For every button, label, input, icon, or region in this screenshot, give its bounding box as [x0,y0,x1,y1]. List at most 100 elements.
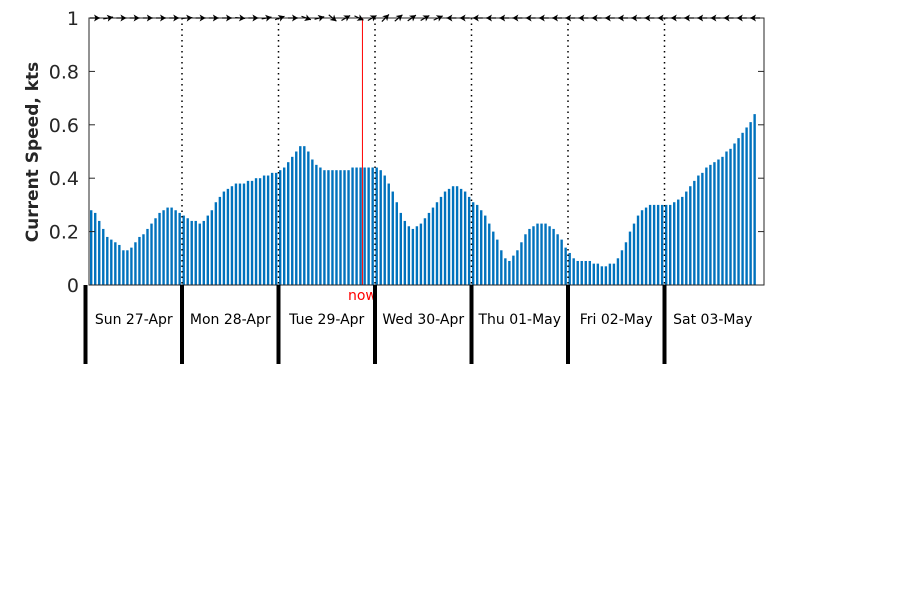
bar [544,223,547,285]
bar [476,204,479,285]
direction-arrow [446,14,457,22]
day-label: Sat 03-May [673,312,752,328]
bar [242,183,246,285]
direction-arrow [525,14,536,22]
bar [158,212,161,285]
bar [669,204,672,285]
bar [218,196,222,285]
bar [435,202,439,285]
bar [660,204,664,285]
bar [564,247,567,285]
bar [689,186,692,285]
direction-arrow [604,14,615,22]
bar [246,180,250,285]
direction-arrow [618,14,628,22]
bar [423,218,427,285]
bar [484,215,487,285]
bar-series [90,114,756,286]
day-label: Sun 27-Apr [95,312,173,328]
bar [283,167,286,285]
direction-arrow [723,14,734,22]
bar [250,180,254,285]
bar [295,151,298,285]
y-tick-label: 0 [67,275,79,297]
bar [395,202,398,285]
direction-arrow [631,14,642,22]
bar [753,114,756,286]
x-axis: Sun 27-Apr Mon 28-Apr Tue 29-Apr Wed 30-Apr… [83,285,752,364]
direction-arrow [235,14,246,22]
bar [548,226,551,285]
bar [391,191,394,285]
bar [427,212,431,285]
bar [636,215,640,285]
bar [126,250,129,285]
y-tick-label: 1 [67,8,79,30]
bar [624,242,628,285]
bar [652,204,656,285]
direction-arrow [684,14,694,22]
bar [403,220,407,285]
bar [274,172,278,285]
bar [254,178,258,285]
bar [701,172,704,285]
bar [170,207,173,285]
direction-arrow [156,14,166,22]
direction-arrow [129,14,140,22]
bar [379,170,382,285]
direction-arrow [750,14,760,22]
bar [186,218,189,285]
bar [270,172,274,285]
bar [138,236,141,285]
direction-arrow [657,14,668,22]
bar [632,223,636,285]
bar [648,204,652,285]
day-label: Mon 28-Apr [190,312,271,328]
direction-arrow [248,14,259,22]
y-tick-label: 0.4 [49,168,79,190]
bar [488,223,491,285]
bar [737,138,740,285]
bar [383,175,386,285]
direction-arrow [301,14,312,21]
direction-arrow [169,14,180,22]
bar [287,162,290,285]
bar [516,250,519,285]
day-label: Tue 29-Apr [288,312,364,328]
bar [685,191,688,285]
bar [331,170,334,285]
direction-arrow [274,15,285,22]
bar [182,215,185,285]
bar [524,234,527,285]
bar [150,223,153,285]
bar [512,255,515,285]
bar [508,260,511,285]
y-tick-label: 0.6 [49,115,79,137]
direction-arrow [710,14,721,22]
bar [681,196,684,285]
bar [102,228,105,285]
bar [90,210,93,285]
bar [504,258,507,285]
bar [628,231,632,285]
bar [106,236,109,285]
bar [367,167,370,285]
bar [572,258,575,285]
bar [439,196,443,285]
bar [351,167,354,285]
direction-arrow [472,14,483,22]
day-label: Fri 02-May [580,312,653,328]
bar [600,266,604,285]
bar [733,143,736,285]
bar [134,242,137,285]
bar [471,202,475,285]
y-tick-label: 0.2 [49,222,79,244]
direction-arrow [407,14,417,22]
direction-arrow [381,14,390,22]
bar [347,170,350,285]
direction-arrow [288,14,298,22]
bar [532,226,535,285]
bar [411,228,415,285]
y-tick-label: 0.8 [49,61,79,83]
direction-arrow [394,14,403,22]
